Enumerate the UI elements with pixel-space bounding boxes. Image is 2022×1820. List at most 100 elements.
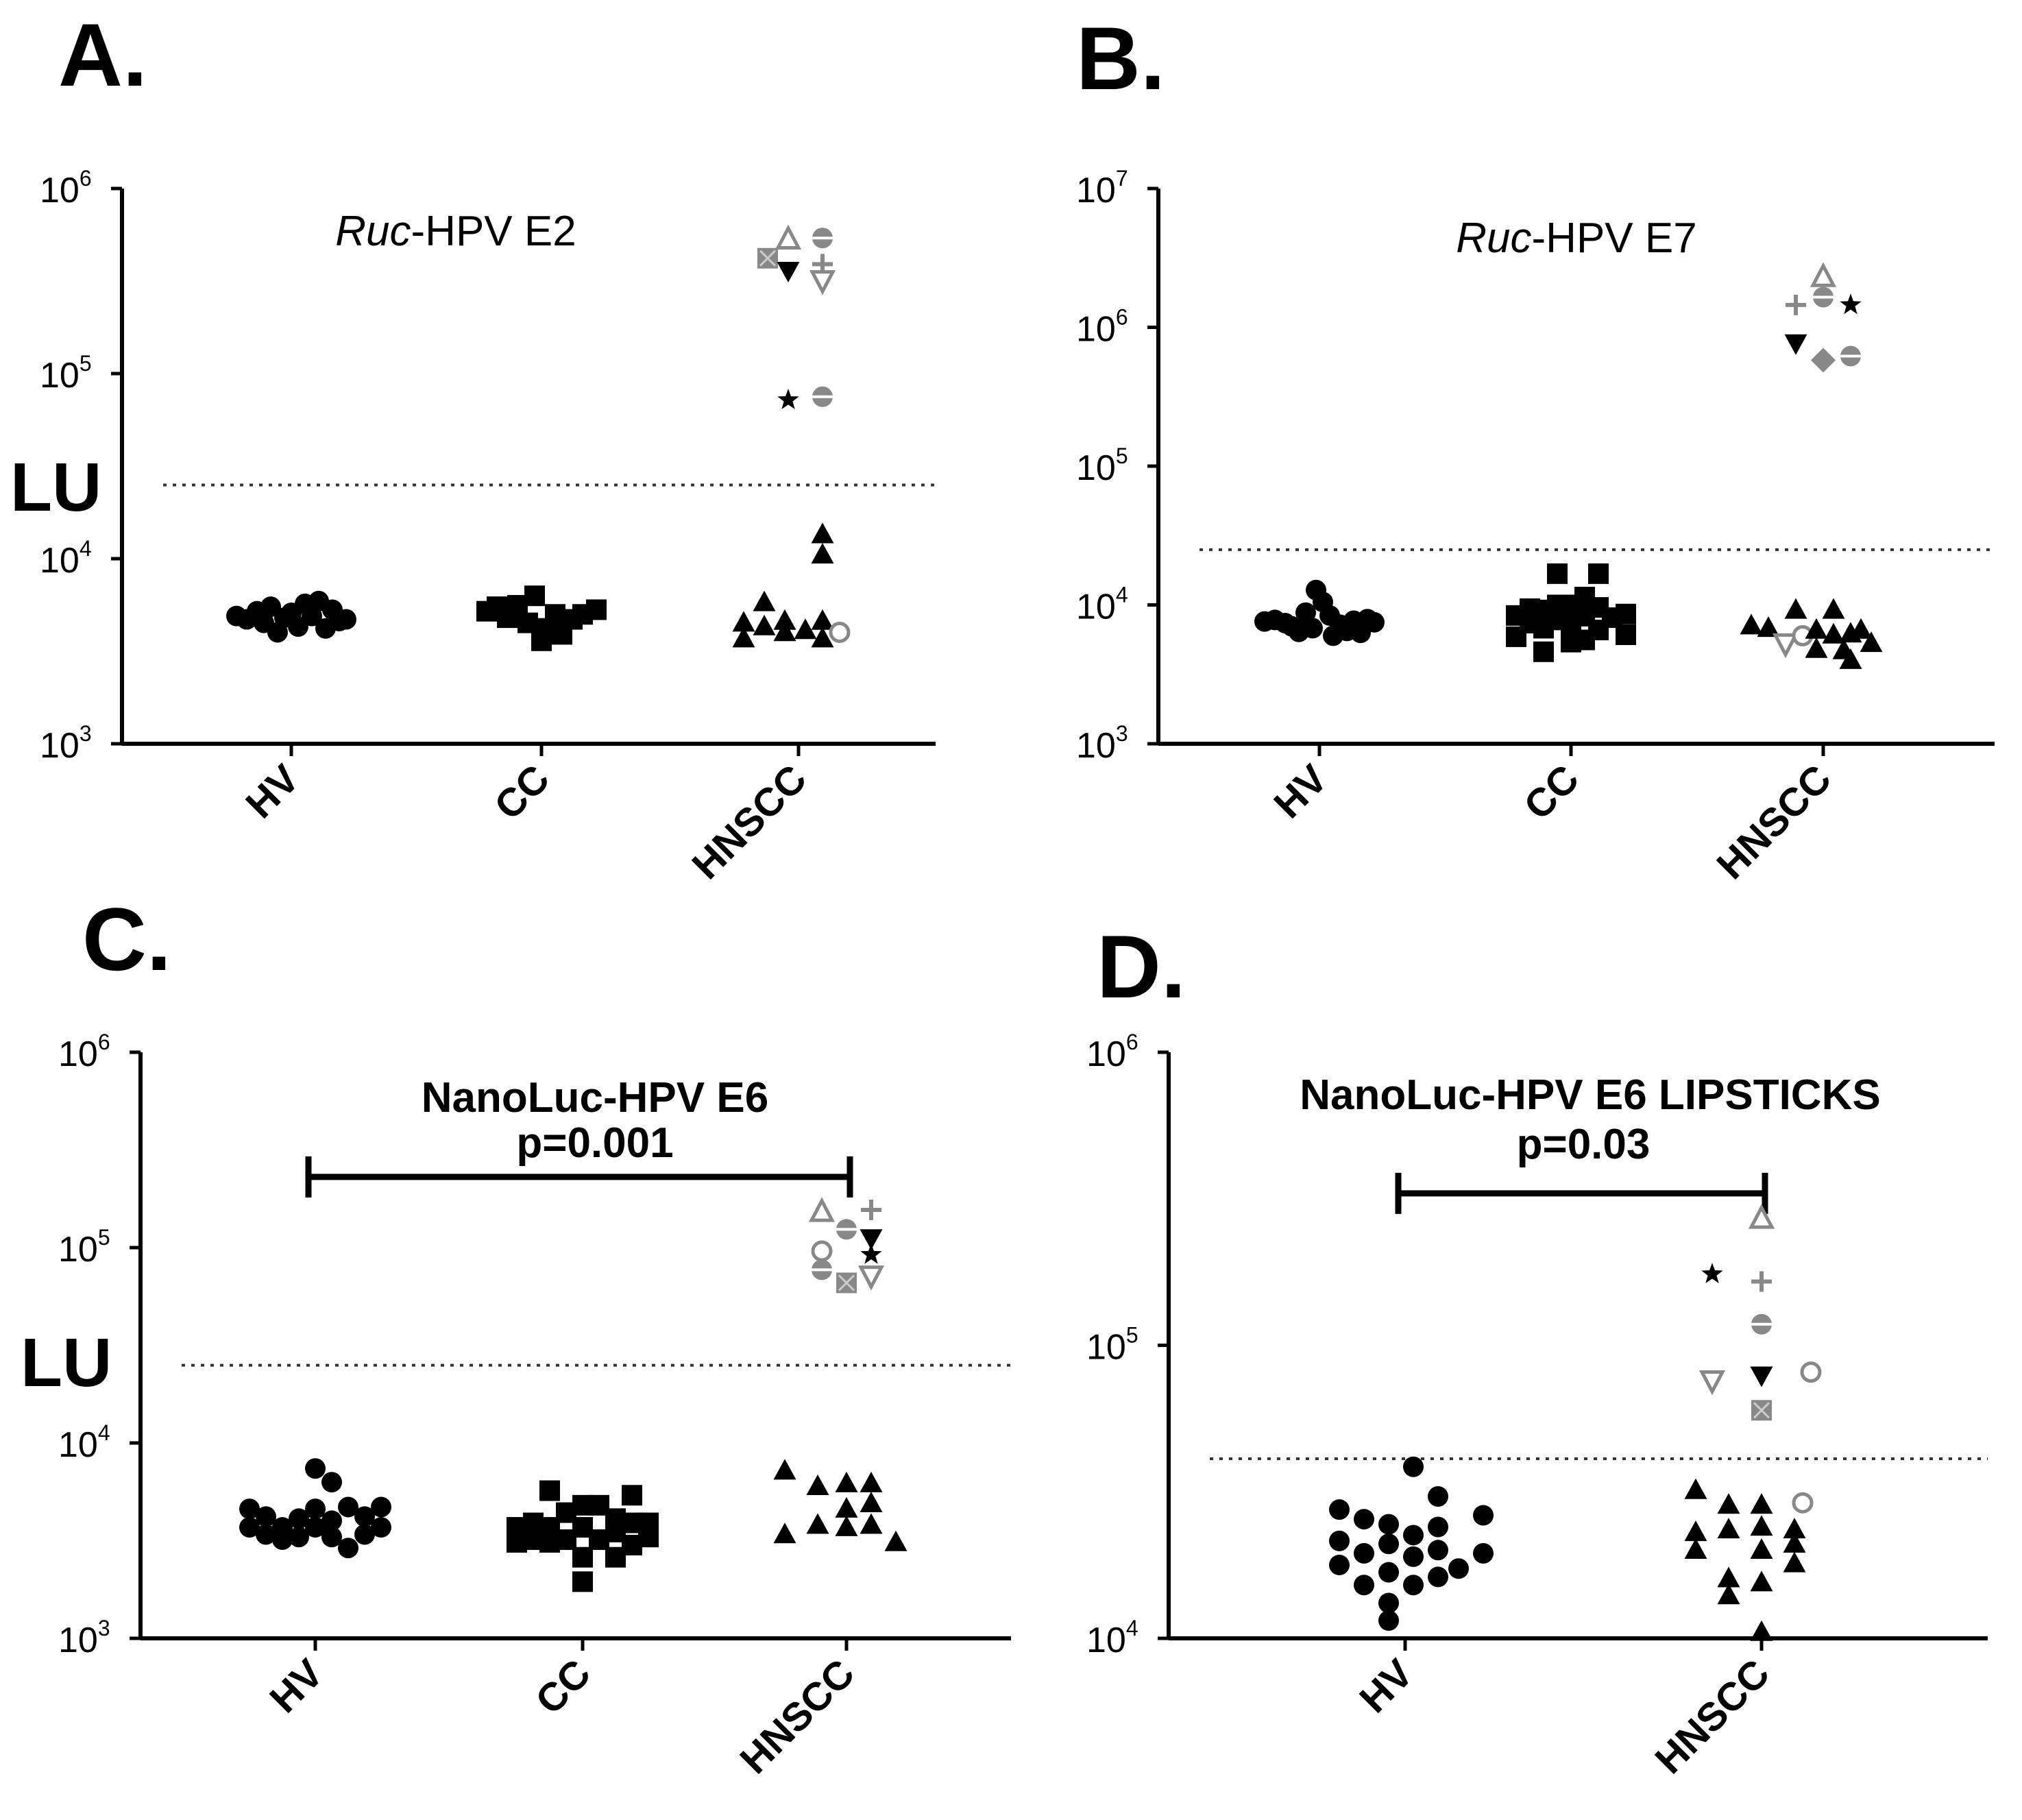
x-tick-label: CC	[486, 756, 558, 828]
data-point	[860, 1513, 883, 1534]
data-point	[860, 1243, 882, 1264]
data-point	[1822, 622, 1845, 644]
y-tick-label: 104	[1086, 1616, 1138, 1660]
data-point	[1403, 1575, 1424, 1596]
p-value-label: p=0.03	[1517, 1121, 1651, 1168]
data-point	[1783, 1518, 1806, 1539]
data-point	[811, 543, 834, 564]
data-point	[861, 1199, 881, 1220]
data-point	[1448, 1558, 1469, 1579]
data-point	[1717, 1566, 1740, 1588]
data-point	[1378, 1562, 1399, 1583]
y-tick-label: 105	[58, 1225, 110, 1270]
data-point	[338, 1496, 358, 1518]
data-point	[1750, 1366, 1773, 1387]
data-point	[1811, 348, 1836, 373]
x-tick-label: CC	[1515, 756, 1587, 828]
data-point	[1750, 1493, 1773, 1514]
data-point	[806, 1474, 829, 1495]
panel-label: D.	[1097, 917, 1186, 1017]
data-point	[622, 1485, 642, 1506]
data-point	[1822, 598, 1845, 619]
panel-label: C.	[82, 889, 171, 989]
data-point	[1533, 641, 1554, 662]
panel-c: C. LU NanoLuc-HPV E6 p=0.001 103 104 105 10…	[21, 889, 1011, 1782]
x-tick-label: HV	[237, 756, 308, 827]
data-point	[809, 270, 836, 295]
data-point	[1616, 603, 1636, 624]
data-point	[1717, 1493, 1740, 1514]
data-point	[806, 1513, 829, 1534]
data-point	[1784, 334, 1807, 355]
data-point	[1750, 1538, 1773, 1560]
x-tick-label: HNSCC	[1708, 756, 1840, 888]
data-point	[811, 522, 834, 544]
data-point	[1800, 1361, 1822, 1383]
data-point	[812, 386, 833, 407]
x-tick-label: HV	[1351, 1651, 1422, 1721]
data-point	[1805, 618, 1828, 639]
data-point	[1428, 1540, 1448, 1561]
y-tick-label: 104	[1076, 583, 1128, 627]
data-point	[1588, 563, 1609, 584]
data-point	[1403, 1525, 1424, 1546]
y-tick-label: 105	[40, 351, 92, 396]
significance-bracket	[1395, 1172, 1768, 1214]
data-point	[773, 1459, 796, 1480]
data-point	[354, 1524, 375, 1545]
data-point	[753, 614, 776, 635]
data-point	[371, 1517, 391, 1538]
y-tick-label: 104	[40, 536, 92, 581]
x-tick-label: HV	[261, 1651, 332, 1721]
data-point	[808, 1197, 836, 1222]
chart-title: NanoLuc-HPV E6	[422, 1074, 768, 1121]
data-point	[1840, 345, 1861, 367]
data-point	[1684, 1478, 1707, 1499]
data-point	[1547, 563, 1568, 584]
data-point	[336, 609, 356, 630]
significance-bracket	[305, 1156, 853, 1198]
data-point	[260, 596, 281, 618]
chart-title: Ruc-HPV E2	[335, 208, 576, 255]
y-tick-label: 103	[1076, 721, 1128, 766]
data-point	[272, 1517, 293, 1538]
data-point	[321, 1527, 342, 1548]
x-tick-label: HNSCC	[1646, 1651, 1778, 1782]
data-point	[860, 1492, 883, 1513]
data-point	[371, 1496, 391, 1518]
x-tick-label: CC	[527, 1651, 599, 1723]
data-point	[773, 620, 796, 642]
data-point	[1772, 633, 1799, 659]
data-point	[1786, 294, 1806, 315]
data-point	[811, 627, 834, 648]
data-point	[777, 389, 799, 409]
data-point	[1792, 1492, 1814, 1514]
data-point	[256, 1506, 276, 1527]
data-point	[354, 1506, 375, 1527]
chart-title: Ruc-HPV E7	[1456, 215, 1696, 262]
data-point	[1354, 1543, 1374, 1564]
data-point	[860, 1229, 883, 1250]
data-point	[289, 1527, 309, 1548]
y-tick-label: 103	[58, 1616, 110, 1660]
data-point	[1783, 1532, 1806, 1553]
data-point	[305, 1458, 326, 1479]
y-tick-label: 107	[1076, 166, 1128, 210]
data-point	[1428, 1516, 1448, 1538]
y-tick-label: 106	[40, 166, 92, 210]
data-point	[835, 1471, 858, 1492]
data-point	[1378, 1514, 1399, 1535]
data-point	[524, 585, 545, 607]
data-point	[1378, 1533, 1399, 1555]
data-point	[1428, 1485, 1448, 1507]
data-point	[1810, 262, 1837, 287]
data-point	[1740, 614, 1763, 635]
data-point	[1329, 1499, 1350, 1520]
data-point	[836, 1219, 857, 1240]
data-point	[1717, 1518, 1740, 1539]
data-point	[572, 1571, 593, 1592]
x-tick-label: HNSCC	[683, 756, 815, 888]
data-point	[1839, 648, 1862, 669]
chart-title: NanoLuc-HPV E6 LIPSTICKS	[1300, 1071, 1880, 1119]
